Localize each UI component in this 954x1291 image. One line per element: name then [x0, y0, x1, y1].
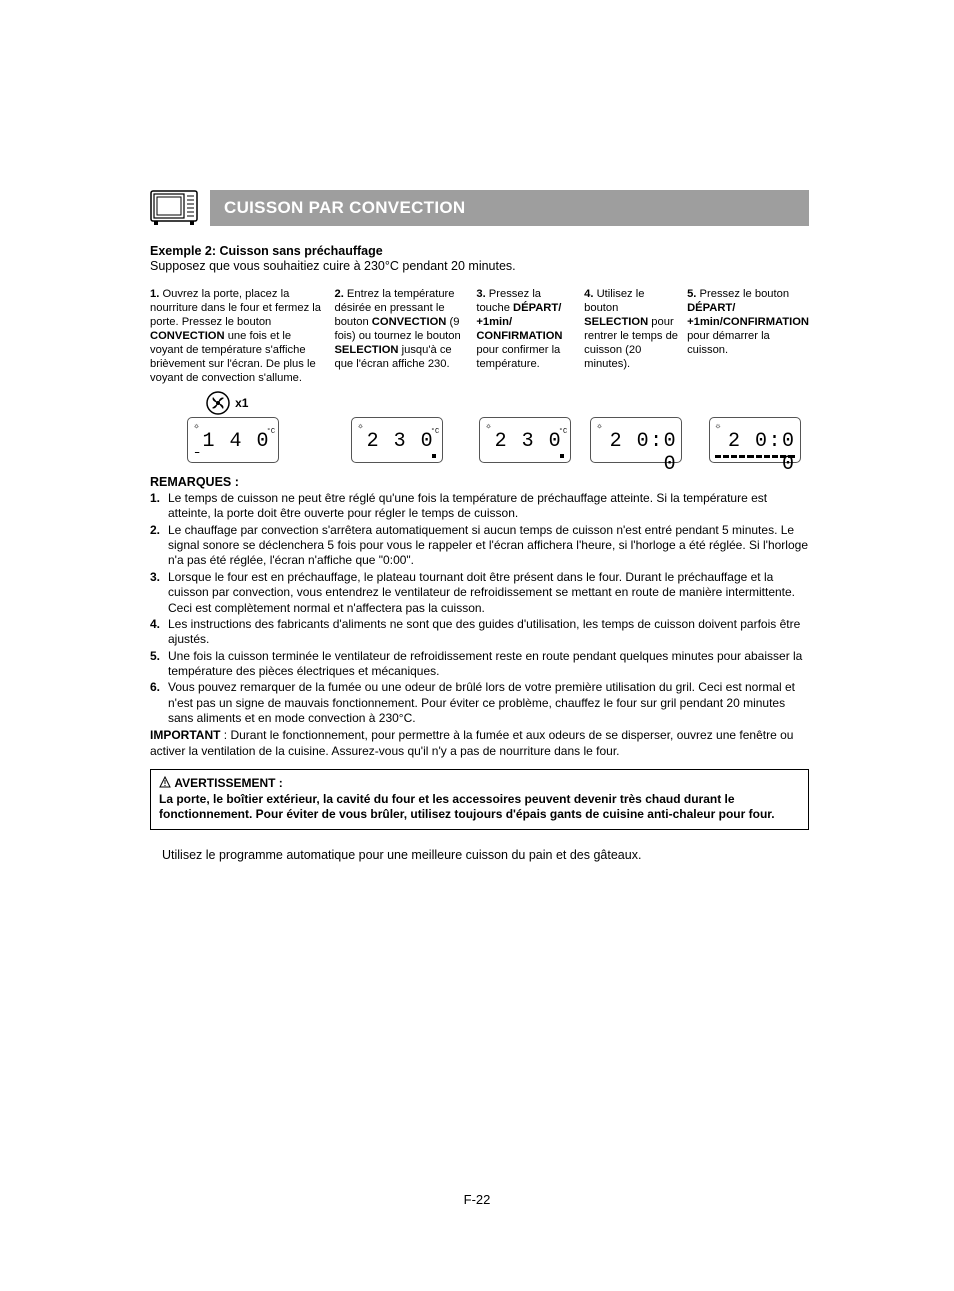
- important-note: IMPORTANT : Durant le fonctionnement, po…: [150, 728, 809, 759]
- step-text: Utilisez le bouton SELECTION pour rentre…: [584, 288, 678, 370]
- fan-row: x1: [206, 391, 326, 415]
- display-2: ☼ 2 3 0 °C: [351, 417, 443, 463]
- step-bold2: SELECTION: [334, 344, 398, 356]
- display-3: ☼ 2 3 0 °C: [479, 417, 571, 463]
- step-bold: SELECTION: [584, 316, 648, 328]
- warning-box: AVERTISSEMENT : La porte, le boîtier ext…: [150, 769, 809, 830]
- page-number: F-22: [0, 1192, 954, 1207]
- warning-icon: [159, 776, 174, 790]
- auto-program-note: Utilisez le programme automatique pour u…: [162, 848, 809, 862]
- step-text: Entrez la température désirée en pressan…: [334, 288, 460, 370]
- step-4: 4. Utilisez le bouton SELECTION pour ren…: [584, 287, 679, 415]
- remarque-item: 4.Les instructions des fabricants d'alim…: [150, 617, 809, 648]
- example-subtitle: Supposez que vous souhaitiez cuire à 230…: [150, 259, 809, 273]
- warning-text: La porte, le boîtier extérieur, la cavit…: [159, 792, 775, 822]
- display-dot: [560, 454, 564, 458]
- display-value: 2 0:0 0: [591, 430, 677, 476]
- step-num: 4.: [584, 288, 593, 300]
- step-2: 2. Entrez la température désirée en pres…: [334, 287, 468, 415]
- step-3: 3. Pressez la touche DÉPART/ +1min/ CONF…: [476, 287, 576, 415]
- remarque-item: 1.Le temps de cuisson ne peut être réglé…: [150, 491, 809, 522]
- step-text: Pressez le bouton DÉPART/ +1min/CONFIRMA…: [687, 288, 809, 356]
- display-5: ☼ 2 0:0 0: [709, 417, 801, 463]
- step-5: 5. Pressez le bouton DÉPART/ +1min/CONFI…: [687, 287, 809, 415]
- step-bold: DÉPART/ +1min/CONFIRMATION: [687, 302, 809, 328]
- remarque-item: 3.Lorsque le four est en préchauffage, l…: [150, 570, 809, 616]
- step-pre: Ouvrez la porte, placez la nourriture da…: [150, 288, 321, 328]
- step-pre: Utilisez le bouton: [584, 288, 644, 314]
- step-num: 2.: [334, 288, 343, 300]
- fan-label: x1: [235, 396, 248, 411]
- microwave-icon: [150, 190, 198, 226]
- steps-row: 1. Ouvrez la porte, placez la nourriture…: [150, 287, 809, 415]
- rem-num: 3.: [150, 570, 168, 616]
- rem-num: 2.: [150, 523, 168, 569]
- display-1: ☼ 1 4 0 °C –: [187, 417, 279, 463]
- remarques-title: REMARQUES :: [150, 475, 809, 489]
- header-row: CUISSON PAR CONVECTION: [150, 190, 809, 226]
- rem-num: 6.: [150, 680, 168, 726]
- display-value: 1 4 0: [188, 430, 270, 453]
- display-4: ☼ 2 0:0 0: [590, 417, 682, 463]
- warning-label: AVERTISSEMENT :: [174, 776, 282, 790]
- remarque-item: 6.Vous pouvez remarquer de la fumée ou u…: [150, 680, 809, 726]
- step-num: 5.: [687, 288, 696, 300]
- remarque-item: 5.Une fois la cuisson terminée le ventil…: [150, 649, 809, 680]
- step-num: 1.: [150, 288, 159, 300]
- section-title: CUISSON PAR CONVECTION: [210, 190, 809, 226]
- displays-row: ☼ 1 4 0 °C – ☼ 2 3 0 °C ☼ 2 3 0 °C: [150, 417, 809, 463]
- rem-text: Les instructions des fabricants d'alimen…: [168, 617, 809, 648]
- step-post: pour démarrer la cuisson.: [687, 330, 770, 356]
- important-label: IMPORTANT: [150, 728, 220, 742]
- display-dot: [432, 454, 436, 458]
- rem-text: Le chauffage par convection s'arrêtera a…: [168, 523, 809, 569]
- display-value: 2 3 0: [352, 430, 434, 453]
- rem-num: 1.: [150, 491, 168, 522]
- remarque-item: 2.Le chauffage par convection s'arrêtera…: [150, 523, 809, 569]
- important-text: : Durant le fonctionnement, pour permett…: [150, 728, 793, 757]
- step-bold: CONVECTION: [150, 330, 225, 342]
- step-post: pour confirmer la température.: [476, 344, 560, 370]
- rem-num: 5.: [150, 649, 168, 680]
- rem-num: 4.: [150, 617, 168, 648]
- rem-text: Le temps de cuisson ne peut être réglé q…: [168, 491, 809, 522]
- rem-text: Une fois la cuisson terminée le ventilat…: [168, 649, 809, 680]
- display-degc: °C: [559, 428, 567, 436]
- display-value: 2 3 0: [480, 430, 562, 453]
- remarques-list: 1.Le temps de cuisson ne peut être réglé…: [150, 491, 809, 726]
- step-text: Ouvrez la porte, placez la nourriture da…: [150, 288, 321, 384]
- step-text: Pressez la touche DÉPART/ +1min/ CONFIRM…: [476, 288, 562, 370]
- rem-text: Vous pouvez remarquer de la fumée ou une…: [168, 680, 809, 726]
- step-num: 3.: [476, 288, 485, 300]
- display-dash: –: [194, 448, 200, 459]
- example-title: Exemple 2: Cuisson sans préchauffage: [150, 244, 809, 258]
- rem-text: Lorsque le four est en préchauffage, le …: [168, 570, 809, 616]
- display-progress-bars: [715, 455, 795, 458]
- step-pre: Pressez le bouton: [700, 288, 790, 300]
- step-1: 1. Ouvrez la porte, placez la nourriture…: [150, 287, 326, 415]
- display-degc: °C: [267, 428, 275, 436]
- fan-icon: [206, 391, 230, 415]
- step-bold: CONVECTION: [372, 316, 447, 328]
- display-value: 2 0:0 0: [710, 430, 796, 476]
- display-degc: °C: [431, 428, 439, 436]
